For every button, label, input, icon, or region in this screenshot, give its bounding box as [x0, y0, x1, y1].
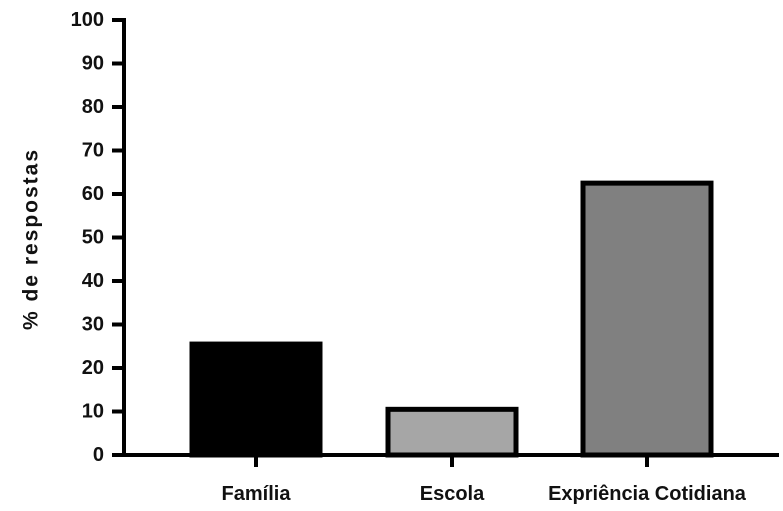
y-tick-label-80: 80: [82, 96, 104, 118]
bar-2: [385, 406, 519, 458]
x-tick-label-1: Família: [222, 483, 292, 505]
y-tick-label-90: 90: [82, 53, 104, 75]
y-tick-label-30: 30: [82, 314, 104, 336]
y-axis-title: % de respostas: [20, 148, 43, 330]
x-tick-label-2: Escola: [420, 483, 485, 505]
axes: 0 10 20 30 40 50 60 70 80 90 100 Família Escola Expri…: [71, 9, 779, 505]
y-tick-label-70: 70: [82, 140, 104, 162]
x-tick-label-3: Expriência Cotidiana: [548, 483, 747, 505]
bar-3: [580, 180, 714, 458]
y-tick-label-50: 50: [82, 227, 104, 249]
bars: [189, 180, 714, 458]
y-tick-label-60: 60: [82, 183, 104, 205]
y-tick-label-40: 40: [82, 270, 104, 292]
y-tick-label-0: 0: [93, 444, 104, 466]
y-tick-label-100: 100: [71, 9, 104, 31]
y-tick-label-10: 10: [82, 401, 104, 423]
y-tick-label-20: 20: [82, 357, 104, 379]
bar-1: [189, 341, 323, 458]
